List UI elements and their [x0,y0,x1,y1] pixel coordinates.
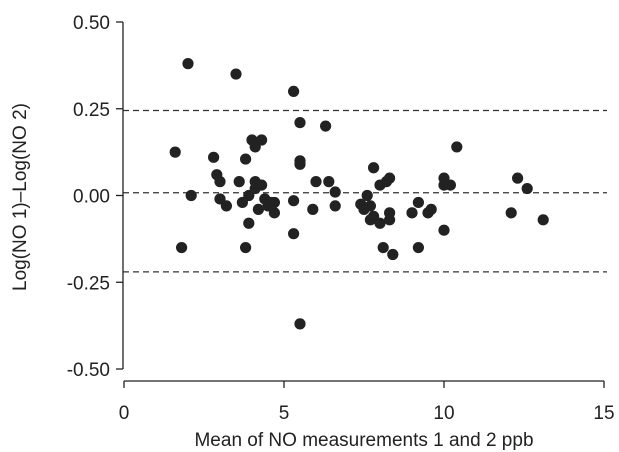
data-point [294,318,306,330]
x-tick-label: 10 [433,403,454,424]
y-tick-label: 0.00 [73,187,110,208]
data-point [505,207,517,219]
data-point [444,179,456,191]
data-point [511,172,524,184]
data-point [374,217,386,229]
data-point [412,196,424,209]
data-point [320,120,332,132]
y-tick-label: 0.25 [73,100,110,121]
data-point [310,176,322,188]
y-tick-label: 0.50 [73,13,110,34]
y-tick-label: -0.50 [67,360,110,381]
data-point [323,176,335,188]
y-tick-label: -0.25 [67,273,110,294]
data-point [256,179,268,191]
x-tick-label: 5 [279,403,290,424]
data-point [214,176,226,188]
data-point [377,241,389,254]
data-point [438,224,450,236]
data-point [233,176,245,188]
data-point [425,203,437,215]
x-tick-label: 0 [119,403,130,424]
data-point [256,134,268,146]
data-point [243,217,255,229]
data-point [230,68,242,80]
data-point [307,203,319,215]
data-point [185,189,197,202]
x-tick-label: 15 [593,403,614,424]
y-axis-title: Log(NO 1)–Log(NO 2) [10,103,31,291]
data-point [294,117,306,129]
data-point [240,241,252,254]
data-point [329,186,341,198]
x-axis-title: Mean of NO measurements 1 and 2 ppb [194,430,533,451]
data-point [406,207,418,219]
data-point [240,153,252,165]
data-point [182,58,194,70]
data-point [288,228,300,240]
data-point [361,189,373,202]
data-point [169,146,181,158]
data-point [364,200,376,212]
data-point [208,151,220,163]
data-point [288,195,300,207]
data-point [268,207,280,219]
data-point [521,182,533,195]
data-point [368,162,380,174]
data-point [384,214,396,226]
data-point [268,196,280,209]
data-point [220,200,232,212]
data-point [451,141,463,153]
data-point [329,200,341,212]
data-point [288,85,300,97]
data-point [176,241,188,254]
data-point [252,203,264,215]
data-points [169,58,549,330]
axes: 0.50 0.25 0.00 -0.25 -0.50 0 5 10 15 [67,13,615,424]
data-point [412,241,424,254]
data-point [387,248,399,261]
data-point [294,158,306,170]
data-point [537,214,549,226]
data-point [384,172,396,184]
